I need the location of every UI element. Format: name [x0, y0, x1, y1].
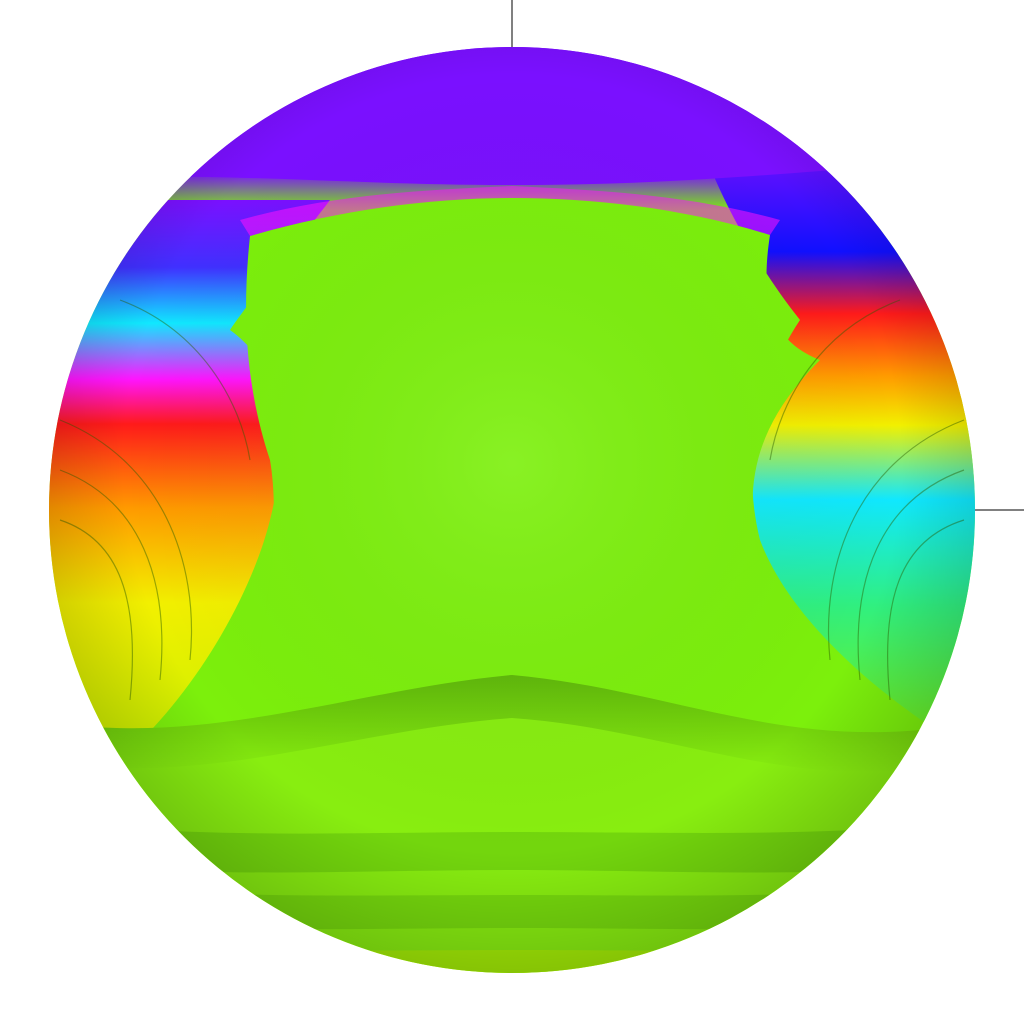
sphere-surface [49, 47, 975, 973]
